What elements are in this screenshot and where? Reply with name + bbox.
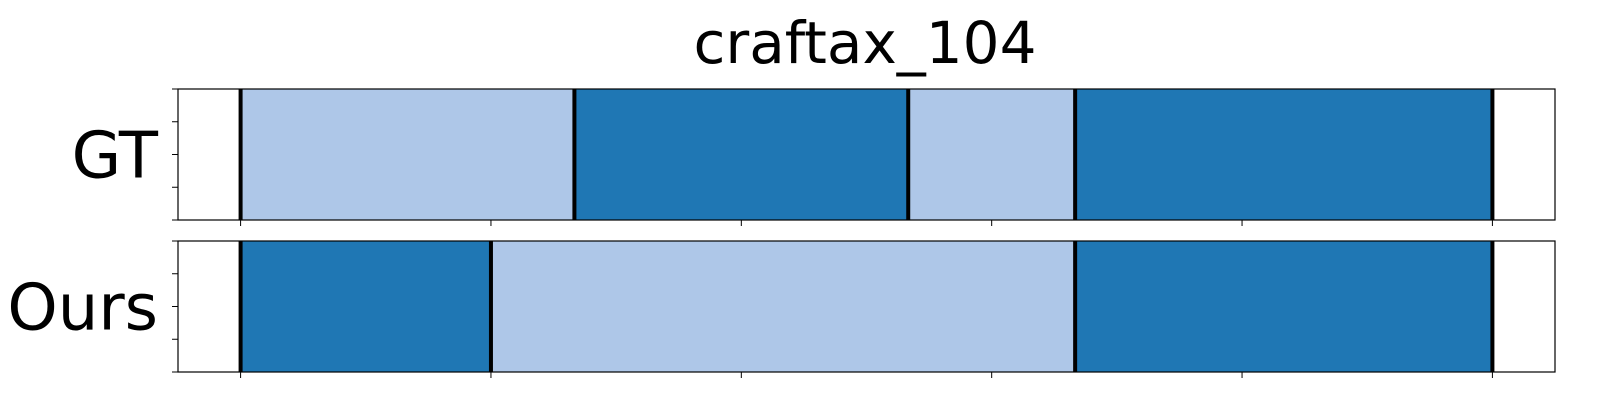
row-label-ours: Ours [7,272,158,346]
row-label-gt: GT [72,120,159,194]
chart-title: craftax_104 [694,9,1037,77]
segment-ours-1 [490,241,1076,372]
segment-gt-1 [574,89,909,220]
segment-ours-2 [1075,241,1493,372]
segment-gt-3 [1075,89,1493,220]
segment-gt-2 [908,89,1076,220]
segment-ours-0 [240,241,491,372]
segment-gt-0 [240,89,575,220]
